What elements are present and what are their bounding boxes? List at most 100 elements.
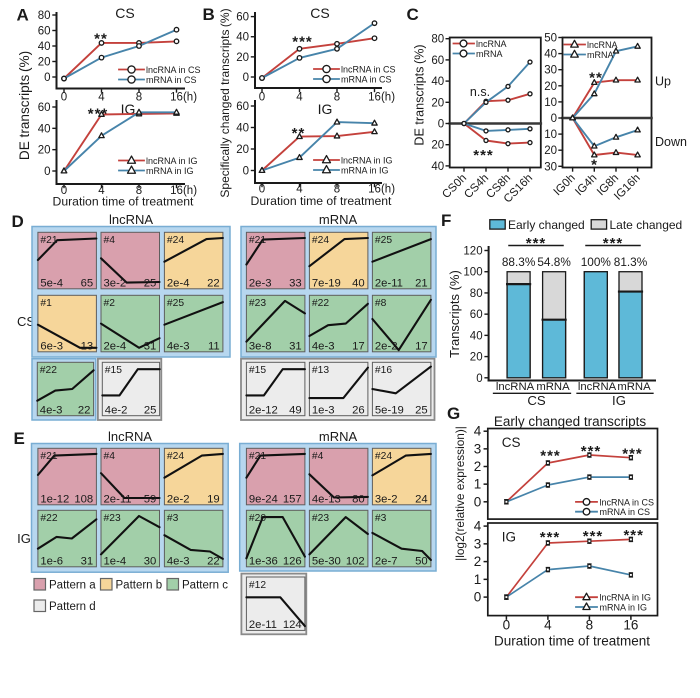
svg-text:#25: #25	[167, 298, 184, 309]
svg-text:1e-12: 1e-12	[40, 493, 69, 505]
svg-text:81.3%: 81.3%	[614, 255, 648, 269]
svg-text:20: 20	[236, 144, 249, 156]
svg-text:16: 16	[170, 185, 183, 197]
svg-text:0: 0	[61, 185, 67, 197]
svg-text:25: 25	[144, 404, 157, 416]
svg-text:#24: #24	[312, 235, 329, 246]
svg-text:lncRNA: lncRNA	[496, 381, 535, 393]
svg-text:6e-3: 6e-3	[40, 340, 63, 352]
svg-text:***: ***	[540, 448, 561, 465]
svg-text:0: 0	[243, 72, 249, 84]
svg-text:#15: #15	[249, 365, 266, 376]
svg-text:lncRNA: lncRNA	[109, 212, 153, 227]
svg-text:2: 2	[474, 554, 482, 569]
svg-text:Duration time of treatment: Duration time of treatment	[494, 634, 650, 649]
svg-text:4: 4	[544, 618, 552, 633]
svg-text:B: B	[203, 5, 215, 24]
svg-text:3: 3	[474, 536, 482, 551]
svg-text:4e-3: 4e-3	[312, 340, 335, 352]
svg-text:17: 17	[352, 340, 365, 352]
svg-text:60: 60	[236, 12, 249, 24]
svg-text:60: 60	[470, 309, 483, 321]
svg-text:157: 157	[283, 493, 302, 505]
svg-text:IG: IG	[318, 101, 333, 117]
svg-text:25: 25	[415, 404, 428, 416]
svg-text:20: 20	[544, 81, 557, 93]
svg-text:Specifically changed transcrip: Specifically changed transcripts (%)	[218, 8, 232, 197]
svg-text:#4: #4	[104, 451, 116, 462]
svg-text:4: 4	[98, 185, 105, 197]
svg-text:16: 16	[368, 92, 381, 104]
svg-text:***: ***	[603, 235, 624, 252]
svg-text:4: 4	[98, 92, 105, 104]
svg-text:1: 1	[474, 477, 482, 492]
svg-text:2e-2: 2e-2	[167, 493, 190, 505]
svg-text:40: 40	[431, 161, 444, 173]
svg-text:lncRNA in IG: lncRNA in IG	[600, 593, 652, 603]
svg-text:50: 50	[544, 33, 557, 45]
svg-text:#24: #24	[375, 451, 392, 462]
svg-text:4e-13: 4e-13	[312, 493, 341, 505]
svg-text:4: 4	[296, 184, 303, 196]
svg-text:40: 40	[236, 123, 249, 135]
svg-text:Duration time of treatment: Duration time of treatment	[53, 195, 195, 209]
svg-text:20: 20	[544, 145, 557, 157]
svg-text:E: E	[14, 429, 25, 448]
svg-text:4e-3: 4e-3	[167, 555, 190, 567]
svg-text:mRNA in CS: mRNA in CS	[341, 75, 392, 85]
svg-text:**: **	[292, 125, 306, 142]
svg-text:**: **	[94, 31, 108, 48]
svg-text:#2: #2	[104, 298, 116, 309]
svg-text:20: 20	[431, 140, 444, 152]
svg-text:0: 0	[474, 494, 482, 509]
svg-text:20: 20	[431, 97, 444, 109]
svg-text:***: ***	[583, 528, 604, 545]
svg-text:0: 0	[44, 166, 50, 178]
svg-text:4e-3: 4e-3	[40, 404, 63, 416]
svg-text:IG: IG	[502, 530, 516, 545]
svg-text:#21: #21	[249, 451, 266, 462]
svg-text:10: 10	[544, 97, 557, 109]
svg-text:20: 20	[236, 52, 249, 64]
svg-text:20: 20	[470, 352, 483, 364]
svg-text:Late changed: Late changed	[610, 218, 683, 232]
svg-text:22: 22	[78, 404, 91, 416]
svg-text:40: 40	[352, 277, 365, 289]
svg-text:4: 4	[474, 424, 482, 439]
svg-text:mRNA: mRNA	[617, 381, 651, 393]
svg-text:22: 22	[207, 555, 220, 567]
svg-text:88.3%: 88.3%	[502, 255, 536, 269]
svg-text:mRNA in CS: mRNA in CS	[146, 75, 197, 85]
svg-text:0: 0	[259, 92, 265, 104]
svg-text:#21: #21	[249, 235, 266, 246]
svg-text:(h): (h)	[183, 92, 197, 104]
svg-text:CS: CS	[115, 5, 134, 21]
svg-text:IG: IG	[121, 101, 136, 117]
svg-text:Duration time of treatment: Duration time of treatment	[251, 194, 393, 208]
svg-text:8: 8	[136, 92, 142, 104]
svg-text:IG: IG	[612, 393, 626, 408]
svg-text:31: 31	[289, 340, 302, 352]
svg-text:0: 0	[503, 618, 511, 633]
svg-text:**: **	[589, 70, 603, 87]
svg-text:124: 124	[283, 619, 302, 631]
svg-text:4e-3: 4e-3	[167, 340, 190, 352]
svg-text:#1: #1	[40, 298, 52, 309]
svg-text:54.8%: 54.8%	[537, 255, 571, 269]
svg-text:19: 19	[207, 493, 220, 505]
svg-text:#25: #25	[375, 235, 392, 246]
svg-text:4: 4	[474, 519, 482, 534]
svg-text:#3: #3	[375, 513, 387, 524]
svg-text:3e-8: 3e-8	[249, 340, 272, 352]
svg-text:#22: #22	[40, 513, 57, 524]
svg-text:80: 80	[38, 10, 51, 22]
svg-text:lncRNA in CS: lncRNA in CS	[341, 65, 396, 75]
svg-text:#20: #20	[249, 513, 266, 524]
svg-text:***: ***	[623, 527, 644, 544]
svg-text:30: 30	[544, 65, 557, 77]
svg-text:60: 60	[38, 102, 51, 114]
svg-text:120: 120	[463, 246, 482, 258]
svg-text:#8: #8	[375, 298, 387, 309]
svg-text:0: 0	[44, 72, 50, 84]
svg-text:60: 60	[38, 26, 51, 38]
